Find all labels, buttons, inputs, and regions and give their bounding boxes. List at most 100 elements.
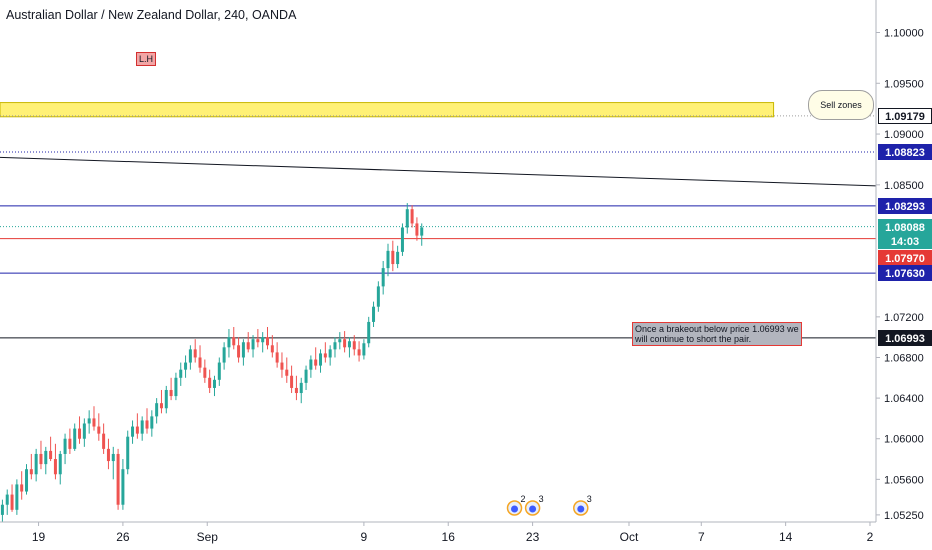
- lh-label[interactable]: L.H: [136, 52, 157, 66]
- candle-body: [102, 433, 106, 449]
- event-count: 3: [539, 494, 544, 504]
- trendline-line: [0, 156, 877, 187]
- sell-zones-callout[interactable]: Sell zones: [808, 90, 874, 120]
- candle-body: [410, 209, 414, 224]
- candle-body: [400, 227, 404, 252]
- price-tag-line-07970: 1.07970: [878, 249, 932, 266]
- candle-79: [381, 261, 385, 295]
- candle-body: [78, 428, 82, 439]
- time-axis-ticks: 19 26 Sep 9 16 23 Oct 7 14 2: [32, 522, 874, 544]
- candle-74: [357, 341, 361, 362]
- candle-body: [188, 349, 192, 363]
- time-tick-label: 7: [698, 530, 705, 544]
- sell-zone-rect: [0, 102, 775, 118]
- candle-body: [131, 426, 135, 437]
- candle-body: [241, 342, 245, 358]
- candle-body: [179, 369, 183, 378]
- candle-body: [44, 450, 48, 465]
- price-tag-current-price: 1.08088: [878, 218, 932, 235]
- candle-16: [78, 416, 82, 444]
- candle-body: [106, 448, 110, 462]
- candle-33: [159, 389, 163, 414]
- time-axis-panel: [0, 522, 932, 550]
- candle-body: [193, 349, 197, 358]
- candle-22: [106, 438, 110, 470]
- candle-80: [386, 243, 390, 277]
- candle-body: [376, 286, 380, 307]
- candle-42: [203, 359, 207, 383]
- candle-body: [20, 484, 24, 492]
- candle-10: [49, 436, 53, 462]
- candle-18: [87, 410, 91, 434]
- candle-body: [319, 353, 323, 366]
- price-tick-label: 1.05600: [884, 474, 924, 486]
- candle-body: [159, 403, 163, 409]
- candle-52: [251, 335, 255, 358]
- event-count: 3: [587, 494, 592, 504]
- trendline: [0, 156, 877, 187]
- candle-60: [290, 365, 294, 394]
- breakout-note[interactable]: Once a brakeout below price 1.06993 we w…: [632, 322, 802, 346]
- candle-11: [53, 443, 57, 480]
- candle-body: [275, 352, 279, 363]
- candle-body: [285, 369, 289, 376]
- candle-76: [367, 316, 371, 348]
- candle-64: [309, 355, 313, 378]
- candle-87: [420, 223, 424, 246]
- candle-83: [400, 223, 404, 256]
- time-tick-label: 9: [361, 530, 368, 544]
- time-tick-label: 16: [442, 530, 456, 544]
- candle-27: [131, 420, 135, 444]
- candle-50: [241, 339, 245, 366]
- candle-29: [140, 416, 144, 441]
- candle-body: [232, 337, 236, 346]
- candle-body: [97, 426, 101, 434]
- candle-body: [347, 341, 351, 348]
- candle-7: [34, 448, 38, 482]
- price-tick-label: 1.06400: [884, 393, 924, 405]
- time-tick-label: 2: [867, 530, 874, 544]
- candle-66: [319, 349, 323, 373]
- candle-body: [92, 418, 96, 427]
- candle-body: [82, 423, 86, 439]
- candle-body: [261, 337, 265, 343]
- candle-body: [0, 504, 4, 515]
- event-marker-0: 2: [506, 494, 526, 516]
- candle-body: [15, 484, 19, 510]
- candle-body: [251, 339, 255, 350]
- candle-58: [280, 352, 284, 378]
- price-tag-countdown: 14:03: [878, 232, 932, 249]
- candle-51: [246, 332, 250, 353]
- time-tick-label: Sep: [197, 530, 219, 544]
- event-marker-2: 3: [573, 494, 592, 516]
- candle-57: [275, 342, 279, 368]
- candle-30: [145, 408, 149, 434]
- event-marker-1: 3: [524, 494, 544, 516]
- candle-body: [270, 345, 274, 353]
- candle-69: [333, 337, 337, 358]
- candle-body: [63, 438, 67, 454]
- candle-body: [145, 420, 149, 429]
- candle-44: [212, 375, 216, 397]
- candle-31: [150, 410, 154, 437]
- candle-body: [381, 268, 385, 287]
- candle-body: [227, 337, 231, 348]
- candle-body: [352, 341, 356, 350]
- candle-body: [174, 377, 178, 397]
- candle-85: [410, 205, 414, 228]
- candle-body: [290, 375, 294, 388]
- candle-73: [352, 335, 356, 356]
- event-globe-icon: [511, 505, 519, 513]
- candle-body: [338, 339, 342, 343]
- candle-body: [323, 353, 327, 358]
- price-tag-line-08823: 1.08823: [878, 144, 932, 161]
- candle-3: [15, 479, 19, 515]
- candle-body: [53, 459, 57, 475]
- candle-15: [73, 423, 77, 451]
- candle-body: [217, 362, 221, 380]
- time-tick-label: Oct: [620, 530, 639, 544]
- candle-6: [29, 453, 33, 480]
- price-tick-label: 1.09500: [884, 78, 924, 90]
- candle-19: [92, 406, 96, 431]
